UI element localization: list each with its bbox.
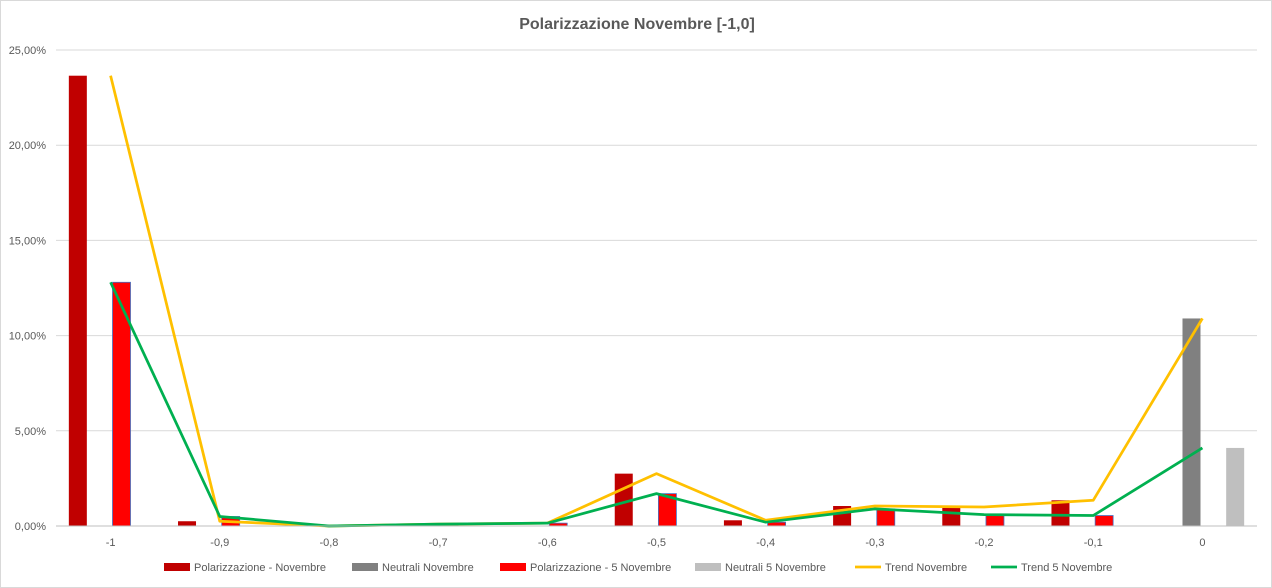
bar bbox=[942, 506, 961, 526]
legend-swatch bbox=[352, 563, 378, 571]
bar bbox=[178, 521, 197, 526]
legend-label: Polarizzazione - Novembre bbox=[194, 562, 326, 574]
x-tick-label: -0,5 bbox=[647, 537, 666, 549]
x-tick-label: -0,9 bbox=[210, 537, 229, 549]
legend-swatch bbox=[164, 563, 190, 571]
y-tick-label: 25,00% bbox=[9, 45, 47, 57]
bar bbox=[1182, 318, 1201, 526]
x-tick-label: -0,8 bbox=[319, 537, 338, 549]
bars bbox=[68, 75, 1245, 527]
legend-label: Trend 5 Novembre bbox=[1021, 562, 1112, 574]
legend-swatch bbox=[695, 563, 721, 571]
y-tick-label: 5,00% bbox=[15, 426, 46, 438]
x-tick-label: -1 bbox=[106, 537, 116, 549]
y-tick-label: 15,00% bbox=[9, 235, 47, 247]
y-tick-label: 10,00% bbox=[9, 331, 47, 343]
legend-label: Trend Novembre bbox=[885, 562, 967, 574]
bar bbox=[1094, 515, 1114, 527]
gridlines bbox=[56, 49, 1257, 432]
bar bbox=[985, 514, 1005, 527]
x-tick-label: -0,7 bbox=[429, 537, 448, 549]
chart-title: Polarizzazione Novembre [-1,0] bbox=[519, 16, 755, 33]
legend-label: Neutrali Novembre bbox=[382, 562, 474, 574]
x-tick-label: -0,6 bbox=[538, 537, 557, 549]
legend: Polarizzazione - Novembre Neutrali Novemb… bbox=[164, 562, 1112, 574]
legend-label: Neutrali 5 Novembre bbox=[725, 562, 826, 574]
legend-label: Polarizzazione - 5 Novembre bbox=[530, 562, 671, 574]
bar bbox=[1051, 500, 1070, 526]
bar bbox=[1226, 447, 1245, 526]
bar bbox=[876, 508, 896, 527]
x-tick-label: 0 bbox=[1199, 537, 1205, 549]
bar bbox=[68, 75, 87, 526]
x-tick-label: -0,2 bbox=[975, 537, 994, 549]
y-tick-label: 20,00% bbox=[9, 140, 47, 152]
y-tick-label: 0,00% bbox=[15, 521, 46, 533]
series-line bbox=[109, 281, 1204, 528]
axes: 0,00% 5,00% 10,00% 15,00% 20,00% 25,00% -1 -0,9… bbox=[9, 45, 1257, 549]
series-line bbox=[109, 75, 1204, 528]
x-tick-label: -0,1 bbox=[1084, 537, 1103, 549]
x-tick-label: -0,4 bbox=[756, 537, 775, 549]
bar bbox=[723, 520, 742, 526]
trend-lines bbox=[109, 75, 1204, 528]
x-tick-label: -0,3 bbox=[865, 537, 884, 549]
legend-swatch bbox=[500, 563, 526, 571]
